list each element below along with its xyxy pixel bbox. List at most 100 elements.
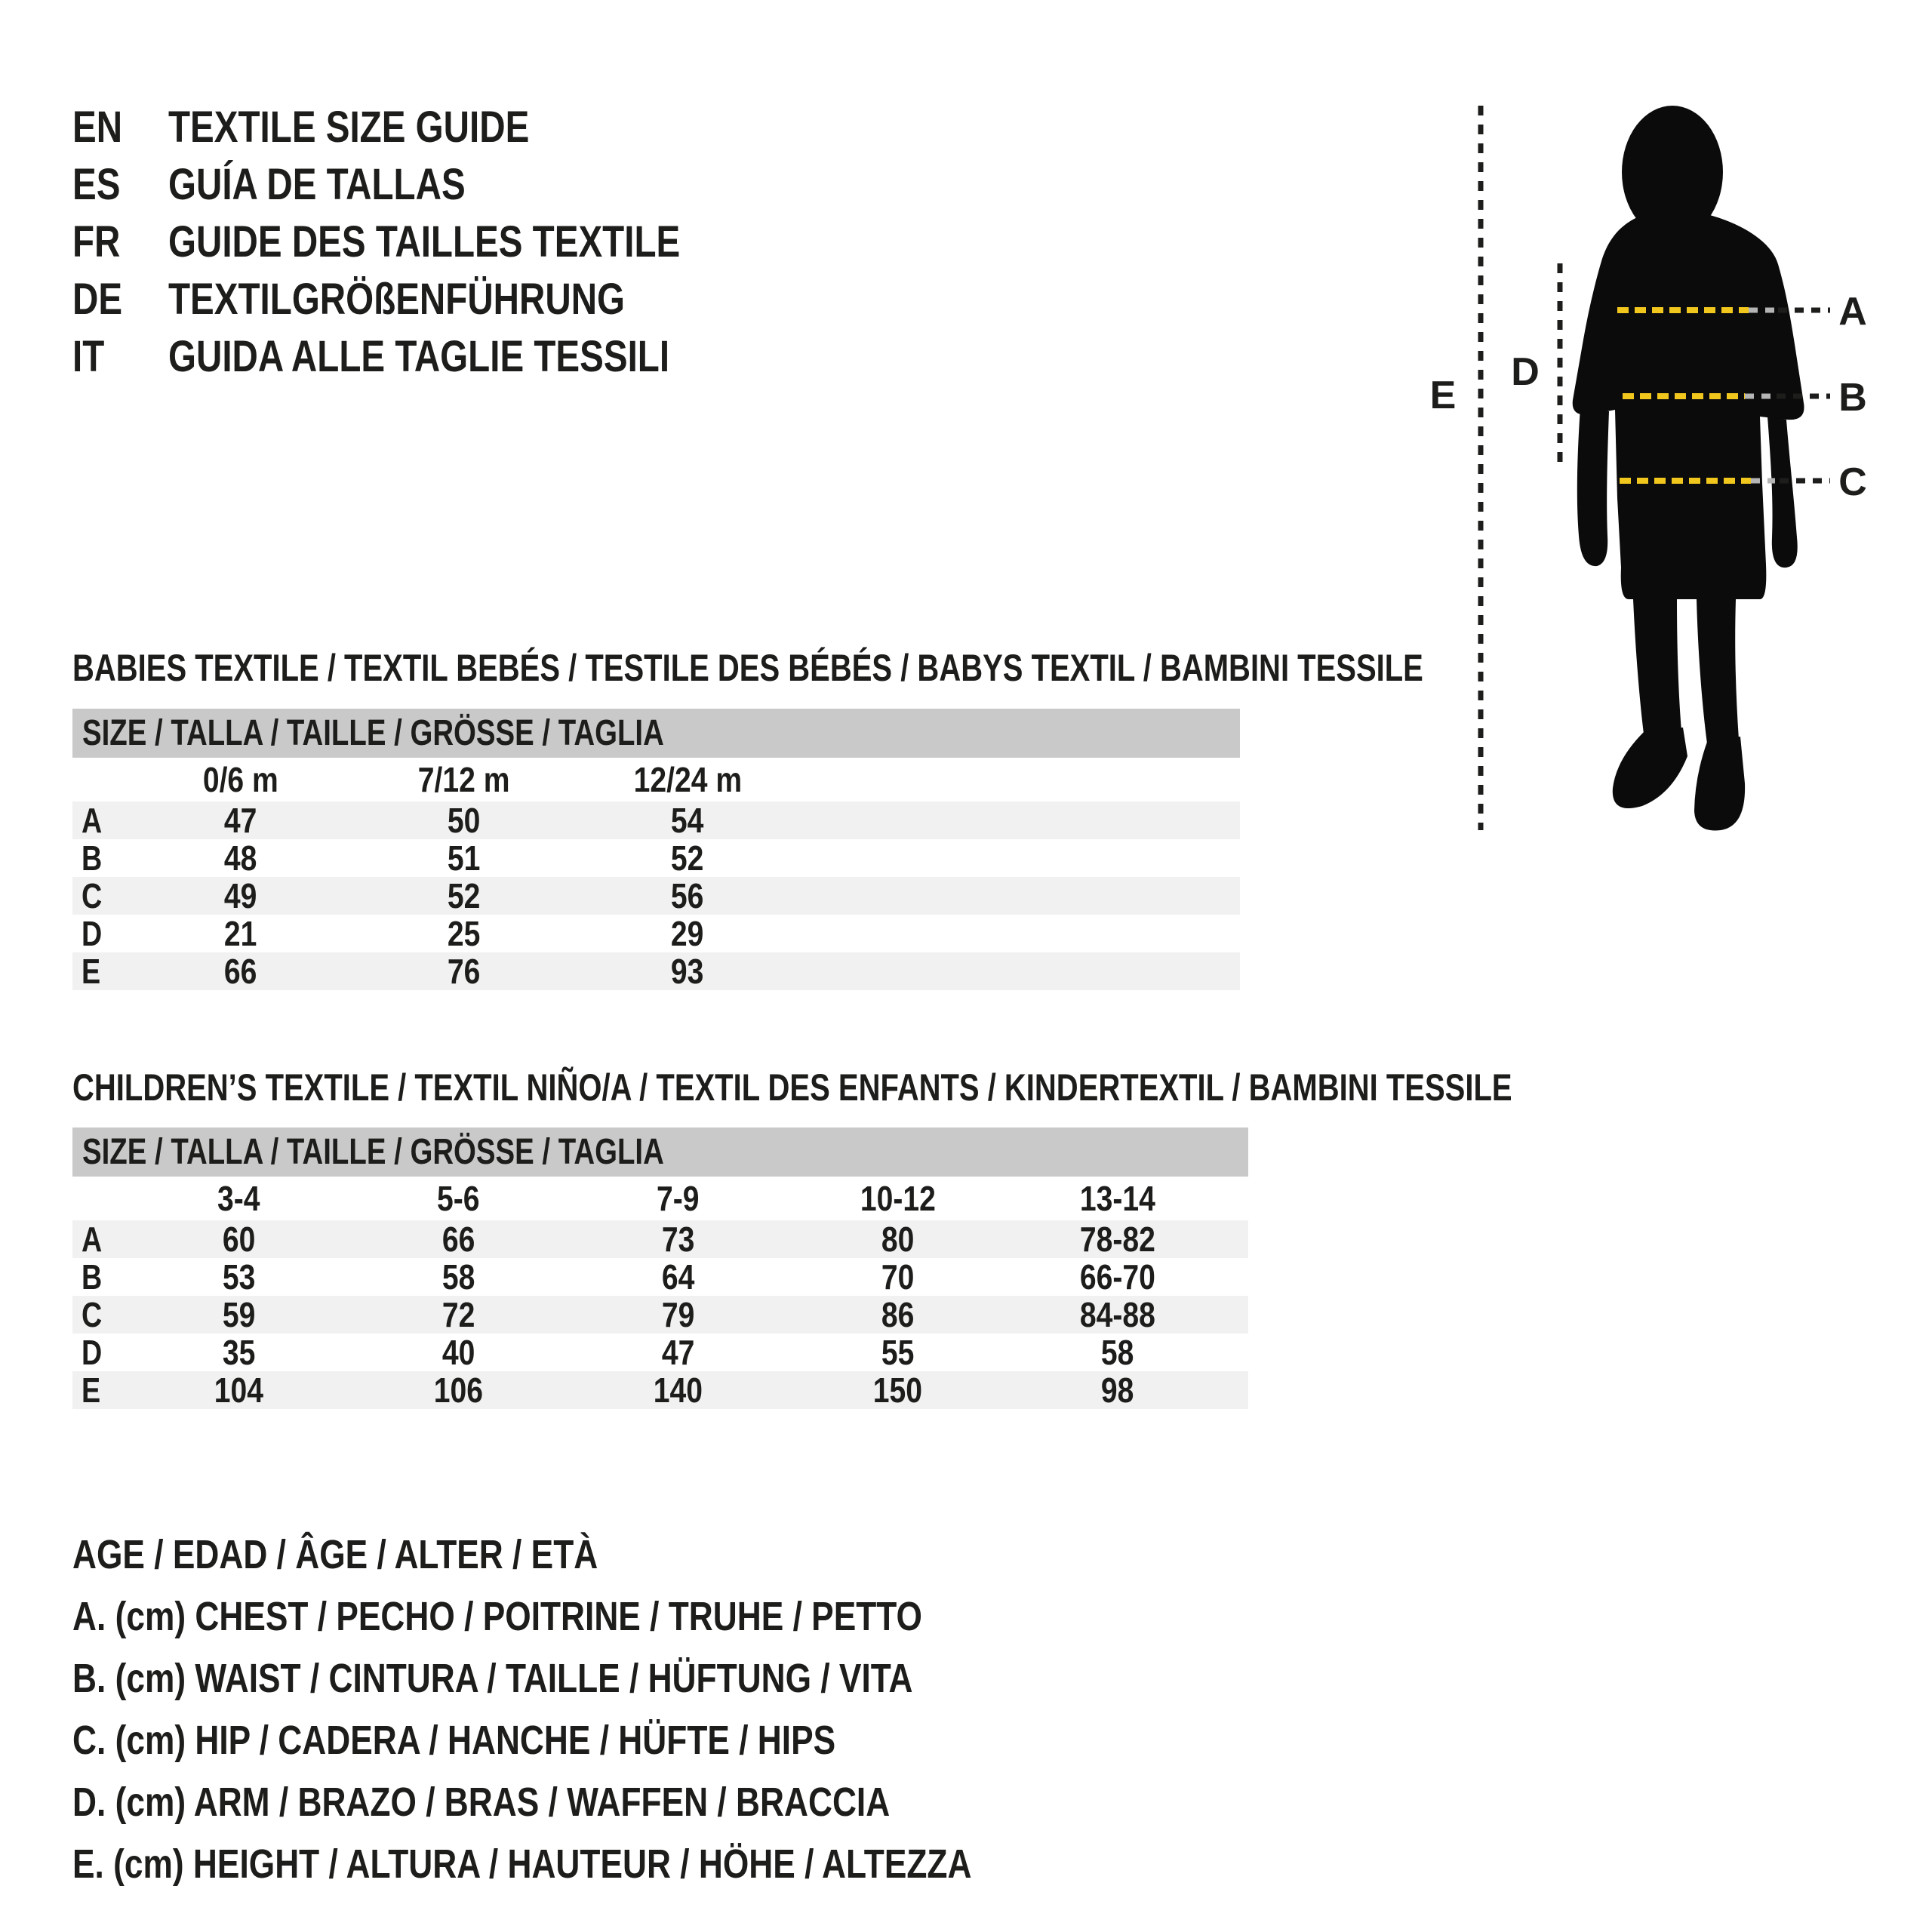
row-label: A	[82, 801, 103, 840]
silhouette-left-leg	[1633, 599, 1681, 734]
cell-value: 93	[671, 952, 704, 991]
children-row-b: B 53 58 64 70 66-70	[72, 1257, 1248, 1297]
children-row-a: A 60 66 73 80 78-82	[72, 1220, 1248, 1259]
cell-value: 58	[441, 1257, 475, 1297]
row-label: C	[82, 876, 103, 915]
language-title: GUIDE DES TAILLES TEXTILE	[168, 217, 681, 266]
row-label: C	[82, 1295, 103, 1334]
legend-age-line: AGE / EDAD / ÂGE / ALTER / ETÀ	[72, 1532, 598, 1577]
cell-value: 52	[671, 838, 704, 878]
cell-value: 98	[1100, 1371, 1134, 1410]
marker-b-label: B	[1838, 376, 1867, 420]
cell-value: 60	[222, 1220, 256, 1259]
legend-item-height: E. (cm) HEIGHT / ALTURA / HAUTEUR / HÖHE…	[72, 1841, 972, 1887]
babies-col-header: 12/24 m	[633, 760, 742, 799]
cell-value: 64	[661, 1257, 695, 1297]
cell-value: 35	[222, 1333, 256, 1372]
row-label: E	[82, 952, 101, 991]
babies-row-e: E 66 76 93	[72, 952, 1240, 991]
language-title: TEXTILE SIZE GUIDE	[168, 102, 530, 152]
babies-column-header-row: 0/6 m 7/12 m 12/24 m	[72, 758, 1240, 801]
cell-value: 66-70	[1079, 1257, 1155, 1297]
marker-d-label: D	[1511, 350, 1540, 394]
legend-item-arm: D. (cm) ARM / BRAZO / BRAS / WAFFEN / BR…	[72, 1780, 891, 1825]
babies-row-a: A 47 50 54	[72, 801, 1240, 840]
children-row-e: E 104 106 140 150 98	[72, 1371, 1248, 1410]
children-col-header: 5-6	[437, 1179, 480, 1218]
cell-value: 40	[441, 1333, 475, 1372]
language-title: GUIDA ALLE TAGLIE TESSILI	[168, 331, 670, 381]
silhouette-right-shoe	[1694, 737, 1746, 831]
cell-value: 58	[1100, 1333, 1134, 1372]
cell-value: 52	[448, 876, 481, 915]
children-size-header-band: SIZE / TALLA / TAILLE / GRÖSSE / TAGLIA	[72, 1128, 1248, 1177]
children-col-header: 3-4	[217, 1179, 260, 1218]
cell-value: 53	[222, 1257, 256, 1297]
cell-value: 79	[661, 1295, 695, 1334]
language-title: GUÍA DE TALLAS	[168, 159, 466, 209]
cell-value: 86	[881, 1295, 915, 1334]
child-silhouette	[1572, 106, 1804, 831]
babies-col-header: 7/12 m	[418, 760, 510, 799]
cell-value: 106	[433, 1371, 484, 1410]
cell-value: 51	[448, 838, 481, 878]
measurement-diagram: A B C D E	[1419, 75, 1932, 860]
language-row-en: EN TEXTILE SIZE GUIDE	[72, 98, 792, 155]
language-code: EN	[72, 102, 123, 152]
marker-a-label: A	[1838, 290, 1867, 334]
row-label: D	[82, 914, 103, 953]
cell-value: 54	[671, 801, 704, 840]
cell-value: 55	[881, 1333, 915, 1372]
babies-row-b: B 48 51 52	[72, 838, 1240, 878]
babies-size-header-band: SIZE / TALLA / TAILLE / GRÖSSE / TAGLIA	[72, 709, 1240, 758]
cell-value: 66	[224, 952, 257, 991]
children-size-table: SIZE / TALLA / TAILLE / GRÖSSE / TAGLIA …	[72, 1128, 1248, 1410]
row-label: E	[82, 1371, 101, 1410]
language-code: IT	[72, 331, 105, 381]
marker-c-label: C	[1838, 460, 1867, 504]
children-column-header-row: 3-4 5-6 7-9 10-12 13-14	[72, 1177, 1248, 1220]
silhouette-right-leg	[1697, 599, 1739, 743]
children-col-header: 13-14	[1079, 1179, 1155, 1218]
row-label: B	[82, 838, 103, 878]
cell-value: 50	[448, 801, 481, 840]
silhouette-head	[1622, 106, 1723, 238]
cell-value: 76	[448, 952, 481, 991]
language-code: DE	[72, 274, 123, 324]
silhouette-left-shoe	[1612, 728, 1687, 808]
cell-value: 140	[653, 1371, 703, 1410]
language-row-es: ES GUÍA DE TALLAS	[72, 155, 792, 213]
children-section-heading: CHILDREN’S TEXTILE / TEXTIL NIÑO/A / TEX…	[72, 1066, 1512, 1109]
children-row-c: C 59 72 79 86 84-88	[72, 1295, 1248, 1334]
row-label: A	[82, 1220, 103, 1259]
marker-e-label: E	[1430, 374, 1457, 417]
silhouette-left-arm	[1577, 408, 1609, 567]
cell-value: 84-88	[1079, 1295, 1155, 1334]
row-label: B	[82, 1257, 103, 1297]
legend-item-chest: A. (cm) CHEST / PECHO / POITRINE / TRUHE…	[72, 1594, 922, 1639]
babies-section-heading: BABIES TEXTILE / TEXTIL BEBÉS / TESTILE …	[72, 647, 1423, 689]
legend-item-hip: C. (cm) HIP / CADERA / HANCHE / HÜFTE / …	[72, 1718, 836, 1763]
cell-value: 73	[661, 1220, 695, 1259]
measurement-legend: AGE / EDAD / ÂGE / ALTER / ETÀ A. (cm) C…	[72, 1524, 1169, 1895]
cell-value: 59	[222, 1295, 256, 1334]
babies-row-d: D 21 25 29	[72, 914, 1240, 953]
children-col-header: 10-12	[860, 1179, 936, 1218]
language-row-fr: FR GUIDE DES TAILLES TEXTILE	[72, 213, 792, 270]
language-code: FR	[72, 217, 121, 266]
cell-value: 49	[224, 876, 257, 915]
cell-value: 47	[224, 801, 257, 840]
language-title: TEXTILGRÖßENFÜHRUNG	[168, 274, 626, 324]
cell-value: 66	[441, 1220, 475, 1259]
cell-value: 78-82	[1079, 1220, 1155, 1259]
babies-size-table: SIZE / TALLA / TAILLE / GRÖSSE / TAGLIA …	[72, 709, 1240, 991]
cell-value: 25	[448, 914, 481, 953]
cell-value: 21	[224, 914, 257, 953]
children-row-d: D 35 40 47 55 58	[72, 1333, 1248, 1372]
language-row-it: IT GUIDA ALLE TAGLIE TESSILI	[72, 328, 792, 385]
cell-value: 48	[224, 838, 257, 878]
language-code: ES	[72, 159, 121, 209]
babies-row-c: C 49 52 56	[72, 876, 1240, 915]
language-row-de: DE TEXTILGRÖßENFÜHRUNG	[72, 270, 792, 328]
